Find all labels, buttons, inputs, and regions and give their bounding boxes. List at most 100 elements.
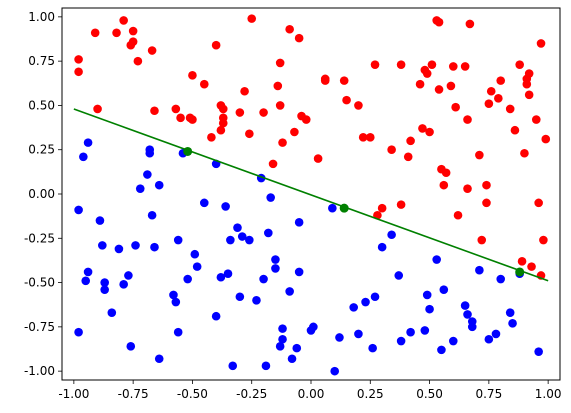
blue-point-39 (228, 361, 238, 371)
blue-point-37 (223, 269, 233, 279)
blue-point-52 (275, 342, 285, 351)
red-point-87 (517, 257, 527, 266)
blue-point-21 (150, 242, 159, 252)
red-point-33 (275, 101, 285, 110)
blue-point-80 (439, 285, 449, 294)
red-point-0 (74, 55, 83, 64)
blue-point-83 (463, 310, 472, 319)
blue-point-32 (199, 198, 209, 208)
red-point-18 (211, 40, 221, 50)
blue-point-93 (534, 347, 543, 356)
blue-point-82 (460, 301, 470, 310)
blue-point-36 (221, 202, 230, 211)
blue-point-43 (245, 235, 254, 245)
red-point-60 (425, 127, 434, 137)
x-tick-label: 0.25 (357, 387, 384, 401)
blue-point-50 (271, 255, 280, 264)
blue-point-9 (100, 285, 109, 294)
blue-point-26 (173, 327, 183, 337)
blue-point-67 (361, 297, 370, 307)
y-tick-label: 1.00 (28, 10, 55, 24)
red-point-92 (524, 90, 534, 100)
red-point-27 (245, 129, 254, 139)
red-point-88 (520, 148, 529, 158)
green-point-2 (515, 267, 525, 277)
red-point-13 (176, 113, 185, 123)
plot-area (61, 7, 561, 381)
blue-point-14 (126, 342, 136, 351)
blue-point-38 (226, 235, 235, 245)
blue-point-13 (124, 271, 133, 280)
red-point-73 (463, 115, 472, 124)
x-tick-label: -0.75 (118, 387, 149, 401)
red-point-15 (188, 71, 197, 80)
red-point-99 (534, 198, 543, 208)
red-point-90 (522, 79, 532, 89)
red-point-81 (486, 86, 496, 96)
blue-point-76 (422, 290, 432, 300)
green-point-1 (339, 203, 349, 213)
red-point-17 (199, 79, 209, 89)
y-tick-label: 0.00 (28, 187, 55, 201)
red-point-71 (453, 210, 463, 220)
red-point-31 (273, 81, 283, 91)
blue-point-25 (171, 297, 181, 307)
axes-background (62, 8, 560, 380)
red-point-56 (415, 79, 425, 89)
red-point-43 (339, 76, 349, 85)
red-point-69 (448, 62, 458, 71)
red-point-34 (278, 138, 287, 147)
blue-point-72 (394, 271, 404, 280)
red-point-97 (539, 235, 548, 245)
blue-point-57 (292, 343, 302, 353)
blue-point-31 (192, 262, 202, 271)
blue-point-69 (370, 292, 380, 302)
red-point-3 (93, 104, 102, 114)
blue-point-35 (216, 272, 226, 282)
blue-point-15 (131, 241, 140, 250)
red-point-72 (460, 62, 470, 71)
y-tick-label: 0.25 (28, 143, 55, 157)
blue-point-90 (505, 308, 515, 317)
red-point-26 (240, 86, 249, 96)
red-point-16 (188, 115, 197, 124)
red-point-42 (320, 74, 330, 84)
red-point-8 (128, 26, 138, 36)
red-point-20 (218, 104, 228, 114)
red-point-40 (313, 154, 323, 163)
red-point-79 (482, 180, 491, 190)
blue-point-11 (114, 244, 124, 254)
red-point-51 (387, 145, 396, 155)
blue-point-58 (294, 267, 304, 277)
red-point-83 (496, 76, 506, 85)
blue-point-10 (107, 308, 117, 317)
blue-point-56 (287, 354, 297, 364)
red-point-22 (218, 118, 228, 128)
red-point-91 (524, 69, 534, 78)
red-point-10 (147, 46, 157, 55)
red-point-5 (119, 16, 128, 25)
blue-point-75 (420, 326, 430, 335)
blue-point-63 (330, 366, 340, 376)
blue-point-0 (74, 205, 83, 215)
x-tick-label: -1.00 (58, 387, 89, 401)
x-tick-label: 0.75 (475, 387, 502, 401)
red-point-84 (505, 104, 515, 114)
red-point-61 (427, 60, 437, 69)
decision-line-segment (73, 108, 549, 282)
red-point-54 (403, 152, 413, 162)
red-point-47 (365, 133, 375, 142)
red-point-76 (475, 150, 484, 160)
red-point-28 (247, 14, 257, 23)
data-marks (74, 14, 551, 376)
blue-point-12 (119, 280, 128, 289)
blue-point-73 (396, 336, 406, 346)
red-point-80 (484, 99, 494, 108)
red-point-39 (301, 115, 311, 124)
blue-point-8 (100, 278, 109, 287)
blue-point-89 (496, 274, 506, 284)
red-point-78 (482, 198, 491, 208)
red-point-55 (406, 136, 415, 146)
blue-point-29 (183, 274, 192, 284)
